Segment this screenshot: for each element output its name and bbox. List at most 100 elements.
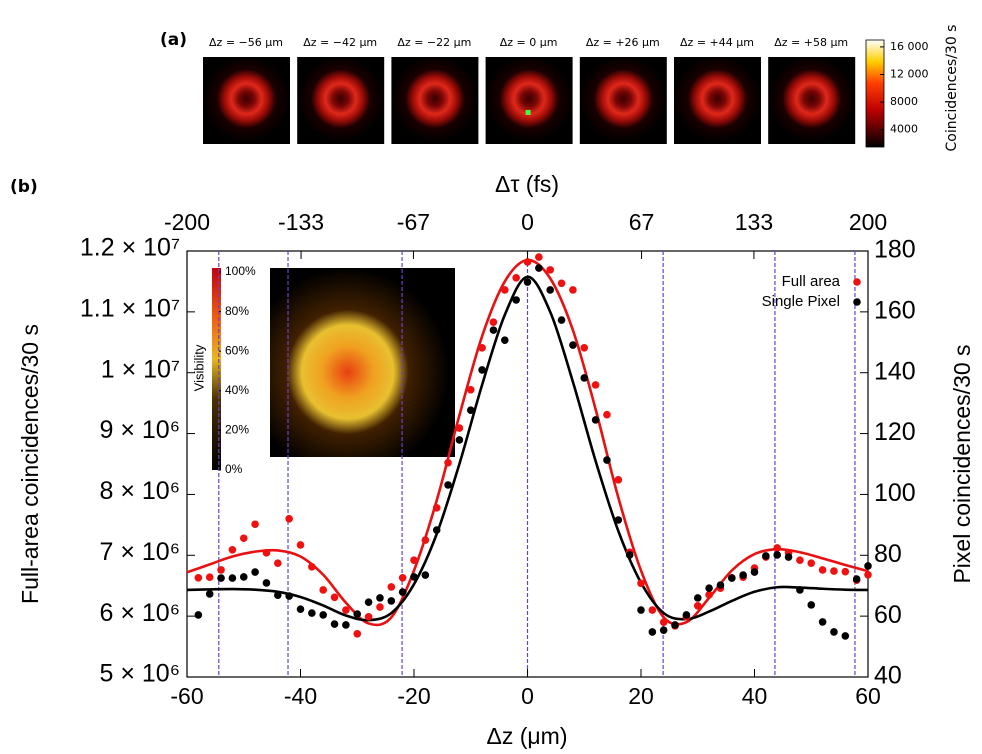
data-point xyxy=(807,559,816,567)
data-point xyxy=(557,279,566,288)
data-point xyxy=(489,318,498,327)
y2-tick-label: 80 xyxy=(874,540,902,568)
data-point xyxy=(194,574,203,582)
image-title: Δz = −56 μm xyxy=(209,36,283,49)
y2-tick-label: 160 xyxy=(874,296,916,324)
data-point xyxy=(625,551,634,559)
x2-tick-label: -67 xyxy=(397,209,430,235)
y2-tick-label: 100 xyxy=(874,479,916,507)
data-point xyxy=(285,514,293,523)
data-point xyxy=(432,526,441,534)
image-title: Δz = −42 μm xyxy=(303,36,377,49)
panel-label: (a) xyxy=(160,30,187,50)
fit-curve xyxy=(186,275,869,622)
y-tick-label: 1 × 10⁷ xyxy=(101,355,180,383)
y-tick-label: 5 × 10⁶ xyxy=(100,660,181,688)
data-point xyxy=(398,574,407,582)
data-point xyxy=(319,586,328,594)
data-point xyxy=(807,601,816,609)
data-point xyxy=(421,536,430,544)
data-point xyxy=(864,562,872,570)
data-point xyxy=(330,593,339,602)
data-point xyxy=(580,374,589,382)
y2-tick-label: 120 xyxy=(874,418,916,446)
y2-tick-label: 140 xyxy=(874,357,916,385)
data-point xyxy=(296,605,305,613)
data-point xyxy=(478,366,486,374)
colorbar-tick-label: 4000 xyxy=(890,123,918,136)
y2-tick-label: 180 xyxy=(874,236,916,264)
x2-axis-title: Δτ (fs) xyxy=(495,171,559,197)
inset-colorbar xyxy=(212,268,221,470)
data-point xyxy=(569,286,577,294)
data-point xyxy=(546,286,554,294)
colorbar-tick-label: 16 000 xyxy=(890,40,929,53)
y-tick-label: 6 × 10⁶ xyxy=(100,599,181,627)
data-point xyxy=(671,621,679,629)
data-point xyxy=(217,574,225,582)
data-point xyxy=(535,264,543,272)
data-point xyxy=(364,612,373,621)
data-point xyxy=(376,603,384,611)
legend-label: Single Pixel xyxy=(762,293,840,310)
data-point xyxy=(274,591,282,599)
data-point xyxy=(841,632,850,640)
data-point xyxy=(387,597,396,605)
data-point xyxy=(512,273,520,282)
data-point xyxy=(818,566,827,574)
data-point xyxy=(648,606,657,614)
data-point xyxy=(421,571,430,579)
data-point xyxy=(239,573,248,581)
image-title: Δz = +26 μm xyxy=(586,36,660,49)
data-point xyxy=(637,579,645,588)
x-axis-title: Δz (μm) xyxy=(487,723,568,749)
x-tick-label: 40 xyxy=(742,683,768,709)
data-point xyxy=(693,601,702,610)
inset-colorbar-tick-label: 100% xyxy=(225,264,256,278)
data-point xyxy=(410,573,418,581)
thumbnail xyxy=(203,57,290,144)
data-point xyxy=(387,583,396,591)
inset-colorbar-tick-label: 20% xyxy=(225,423,249,437)
panel-label: (b) xyxy=(10,177,38,197)
data-point xyxy=(217,566,225,574)
data-point xyxy=(239,534,248,543)
x-tick-label: -40 xyxy=(284,683,317,709)
data-point xyxy=(773,551,781,559)
x2-tick-label: 0 xyxy=(521,209,534,235)
x-tick-label: -20 xyxy=(397,683,430,709)
data-point xyxy=(841,567,850,576)
legend-marker xyxy=(853,278,861,286)
data-point xyxy=(716,581,725,589)
data-point xyxy=(342,621,350,629)
data-point xyxy=(228,574,237,582)
inset-colorbar-tick-label: 0% xyxy=(225,462,243,476)
y2-axis-title: Pixel coincidences/30 s xyxy=(949,344,975,583)
legend-label: Full area xyxy=(782,273,841,290)
thumbnail xyxy=(674,57,761,144)
colorbar-tick-label: 12 000 xyxy=(890,68,929,81)
data-point xyxy=(262,579,271,587)
data-point xyxy=(501,336,509,344)
data-point xyxy=(682,611,691,619)
data-point xyxy=(353,610,362,618)
x2-tick-label: -133 xyxy=(278,209,324,235)
x-tick-label: 60 xyxy=(855,683,881,709)
data-point xyxy=(693,594,702,602)
data-point xyxy=(546,266,554,274)
x2-tick-label: 133 xyxy=(735,209,773,235)
data-point xyxy=(410,556,418,564)
x2-tick-label: -200 xyxy=(164,209,210,235)
image-title: Δz = −22 μm xyxy=(397,36,471,49)
data-point xyxy=(319,611,328,619)
pixel-marker xyxy=(525,110,531,115)
data-point xyxy=(648,628,657,636)
colorbar xyxy=(865,39,885,148)
data-point xyxy=(308,563,316,571)
data-point xyxy=(796,586,804,594)
data-point xyxy=(205,590,214,598)
data-point xyxy=(251,520,259,529)
data-point xyxy=(455,436,464,444)
data-point xyxy=(614,476,623,484)
